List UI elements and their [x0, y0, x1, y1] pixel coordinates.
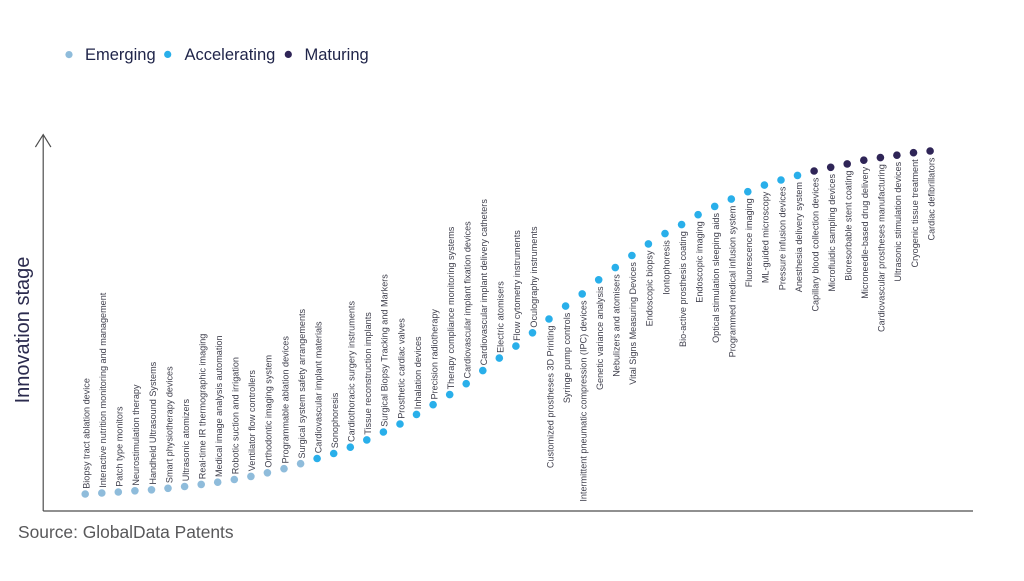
svg-text:Bioresorbable stent coating: Bioresorbable stent coating [844, 171, 854, 281]
svg-text:Smart physiotherapy devices: Smart physiotherapy devices [164, 366, 174, 483]
svg-text:Medical image analysis automat: Medical image analysis automation [214, 335, 224, 477]
svg-text:Syringe pump controls: Syringe pump controls [562, 312, 572, 403]
svg-text:ML-guided microscopy: ML-guided microscopy [761, 191, 771, 283]
svg-text:Biopsy tract ablation device: Biopsy tract ablation device [82, 378, 92, 489]
svg-text:Flow cytometry instruments: Flow cytometry instruments [512, 230, 522, 341]
svg-text:Anesthesia delivery system: Anesthesia delivery system [794, 182, 804, 292]
svg-text:Programmable ablation devices: Programmable ablation devices [280, 336, 290, 464]
svg-text:Customized prostheses 3D Print: Customized prostheses 3D Printing [545, 326, 555, 469]
svg-text:Genetic variance analysis: Genetic variance analysis [595, 286, 605, 390]
svg-text:Cardiovascular implant fixatio: Cardiovascular implant fixation devices [463, 221, 473, 379]
svg-text:Iontophoresis: Iontophoresis [661, 240, 671, 295]
svg-text:Real-time IR thermographic ima: Real-time IR thermographic imaging [198, 334, 208, 480]
svg-text:Programmed medical infusion sy: Programmed medical infusion system [728, 206, 738, 358]
svg-text:Nebulizers and atomisers: Nebulizers and atomisers [612, 274, 622, 377]
svg-text:Intermittent pneumatic compres: Intermittent pneumatic compression (IPC)… [579, 300, 589, 502]
svg-text:Source: GlobalData Patents: Source: GlobalData Patents [18, 522, 234, 542]
svg-text:Pressure infusion devices: Pressure infusion devices [777, 186, 787, 290]
svg-text:Ultrasonic stimulation devices: Ultrasonic stimulation devices [893, 161, 903, 281]
svg-text:Endoscopic biopsy: Endoscopic biopsy [645, 250, 655, 326]
svg-text:Surgical system safety arrange: Surgical system safety arrangements [297, 308, 307, 458]
svg-text:Cryogenic tissue treatment: Cryogenic tissue treatment [910, 159, 920, 268]
svg-text:Sonophoresis: Sonophoresis [330, 392, 340, 448]
svg-text:Cardiovascular implant materia: Cardiovascular implant materials [313, 321, 323, 453]
svg-text:Electric atomisers: Electric atomisers [496, 281, 506, 353]
svg-text:Maturing: Maturing [305, 46, 369, 64]
svg-text:Endoscopic imaging: Endoscopic imaging [694, 221, 704, 302]
svg-text:Cardiac defibrillators: Cardiac defibrillators [926, 157, 936, 240]
svg-text:Optical stimulation sleeping a: Optical stimulation sleeping aids [711, 213, 721, 343]
svg-text:Interactive nutrition monitori: Interactive nutrition monitoring and man… [98, 292, 108, 488]
svg-text:Cardiothoracic surgery instrum: Cardiothoracic surgery instruments [347, 301, 357, 442]
svg-text:Ventilator flow controllers: Ventilator flow controllers [247, 370, 257, 472]
svg-text:Tissue reconstruction implants: Tissue reconstruction implants [363, 312, 373, 435]
svg-text:Emerging: Emerging [85, 46, 156, 64]
svg-text:Prosthetic cardiac valves: Prosthetic cardiac valves [396, 318, 406, 419]
svg-text:Vital Signs Measuring Devices: Vital Signs Measuring Devices [628, 262, 638, 385]
svg-text:Bio-active prosthesis coating: Bio-active prosthesis coating [678, 231, 688, 347]
svg-text:Innovation stage: Innovation stage [12, 257, 34, 404]
svg-text:Cardiovascular prostheses manu: Cardiovascular prostheses manufacturing [877, 164, 887, 332]
svg-text:Precision radiotherapy: Precision radiotherapy [429, 309, 439, 400]
svg-text:Microneedle-based drug deliver: Microneedle-based drug delivery [860, 166, 870, 298]
svg-text:Fluorescence imaging: Fluorescence imaging [744, 198, 754, 287]
svg-text:Patch type monitors: Patch type monitors [115, 406, 125, 487]
svg-text:Robotic suction and irrigation: Robotic suction and irrigation [231, 357, 241, 474]
svg-text:Oculography instruments: Oculography instruments [529, 226, 539, 328]
svg-text:Inhalation devices: Inhalation devices [413, 336, 423, 409]
svg-text:Therapy compliance monitoring: Therapy compliance monitoring systems [446, 226, 456, 389]
svg-text:Orthodontic imaging system: Orthodontic imaging system [264, 355, 274, 468]
svg-text:Accelerating: Accelerating [185, 46, 276, 64]
svg-text:Handheld Ultrasound Systems: Handheld Ultrasound Systems [148, 361, 158, 484]
svg-text:Neurostimulation therapy: Neurostimulation therapy [131, 384, 141, 486]
svg-text:Ultrasonic atomizers: Ultrasonic atomizers [181, 398, 191, 481]
svg-text:Microfluidic sampling devices: Microfluidic sampling devices [827, 173, 837, 291]
svg-text:Capillary blood collection dev: Capillary blood collection devices [810, 177, 820, 311]
svg-text:Cardiovascular implant deliver: Cardiovascular implant delivery catheter… [479, 199, 489, 366]
svg-text:Surgical Biopsy Tracking and M: Surgical Biopsy Tracking and Markers [380, 274, 390, 427]
